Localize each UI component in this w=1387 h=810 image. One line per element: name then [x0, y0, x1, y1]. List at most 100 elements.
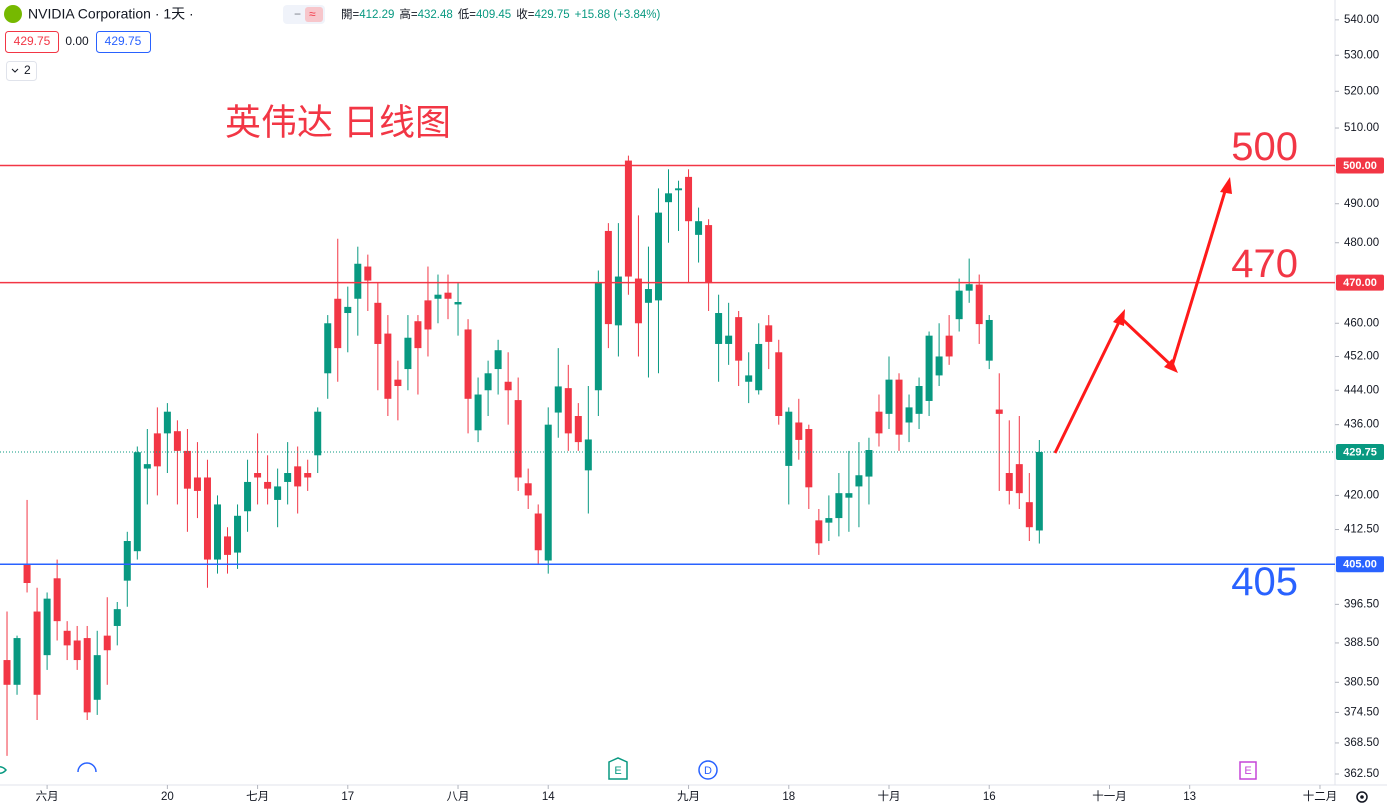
event-marker[interactable] — [77, 762, 97, 773]
ohlc-value: 429.75 — [534, 9, 569, 21]
candle-body — [1005, 473, 1013, 491]
ohlc-label: 開= — [341, 8, 359, 21]
candle-body — [364, 266, 372, 281]
candle-body — [344, 306, 352, 314]
y-tick-label: 520.00 — [1344, 85, 1379, 97]
x-tick-label: 九月 — [677, 790, 700, 803]
candle-body — [634, 278, 642, 324]
spread: 0.00 — [65, 34, 89, 48]
candle-body — [735, 317, 743, 361]
wave-button[interactable] — [305, 7, 323, 22]
ohlc-label: 低= — [458, 8, 476, 21]
x-tick-label: 14 — [542, 791, 555, 803]
candle-body — [514, 400, 522, 478]
indicators-toggle[interactable] — [6, 61, 37, 81]
dividend-marker[interactable] — [698, 760, 718, 780]
candle-body — [835, 493, 843, 519]
y-tick-label: 374.50 — [1344, 706, 1379, 718]
candle-body — [755, 343, 763, 391]
price-tag — [1336, 274, 1384, 291]
candle-body — [945, 335, 953, 357]
price-tag — [1336, 157, 1384, 174]
buy-box[interactable] — [96, 31, 151, 53]
chevron-icon — [11, 68, 19, 73]
candle-body — [234, 515, 242, 553]
y-tick-label: 452.00 — [1344, 351, 1379, 363]
candle-body — [484, 373, 492, 391]
candle-body — [434, 294, 442, 299]
ohlc-value: 409.45 — [476, 9, 511, 21]
candle-body — [865, 450, 873, 477]
y-tick-label: 388.50 — [1344, 637, 1379, 649]
candle-body — [584, 439, 592, 471]
candle-body — [905, 407, 913, 423]
ohlc-label: 高= — [399, 7, 417, 21]
candle-body — [975, 284, 983, 325]
candle-body — [715, 313, 723, 344]
y-tick-label: 540.00 — [1344, 14, 1379, 26]
price-tag-label: 470.00 — [1343, 277, 1377, 289]
level-label: 470 — [1231, 242, 1298, 286]
y-tick-label: 412.50 — [1344, 524, 1379, 536]
candle-body — [193, 477, 201, 491]
candle-body — [93, 655, 101, 700]
price-tag-label: 405.00 — [1343, 559, 1377, 571]
candle-body — [324, 323, 332, 374]
price-tag-label: 500.00 — [1343, 160, 1377, 172]
x-tick-label: 十二月 — [1303, 789, 1338, 803]
candle-body — [745, 375, 753, 382]
y-tick-label: 510.00 — [1344, 122, 1379, 134]
candle-body — [444, 292, 452, 299]
candle-body — [474, 394, 482, 431]
y-tick-label: 490.00 — [1344, 198, 1379, 210]
candle-body — [815, 520, 823, 544]
y-tick-label: 480.00 — [1344, 237, 1379, 249]
x-tick-label: 17 — [341, 791, 354, 803]
x-tick-label: 13 — [1183, 791, 1196, 803]
earnings-marker[interactable] — [1239, 761, 1257, 780]
candle-body — [183, 450, 191, 489]
candle-body — [244, 481, 252, 512]
candle-body — [614, 276, 622, 326]
minus-icon: − — [294, 7, 301, 21]
candle-body — [965, 284, 973, 291]
candle-body — [504, 381, 512, 391]
candle-body — [394, 379, 402, 387]
candle-body — [795, 422, 803, 440]
candle-body — [915, 386, 923, 414]
candle-body — [594, 282, 602, 391]
settings-icon[interactable] — [1356, 791, 1368, 803]
candle-body — [173, 431, 181, 451]
sell-box[interactable] — [5, 31, 59, 53]
candle-body — [3, 660, 11, 685]
candle-body — [654, 212, 662, 301]
candle-body — [83, 638, 91, 713]
candle-body — [765, 325, 773, 342]
candle-body — [354, 263, 362, 299]
candle-body — [534, 513, 542, 551]
price-tag — [1336, 556, 1384, 573]
sell-price: 429.75 — [14, 34, 51, 48]
y-tick-label: 436.00 — [1344, 419, 1379, 431]
event-marker[interactable] — [0, 765, 7, 775]
candle-body — [564, 388, 572, 434]
candle-body — [103, 635, 111, 651]
candle-body — [113, 609, 121, 626]
candle-body — [675, 188, 683, 191]
arrow-head — [1220, 177, 1232, 194]
plot-area — [0, 155, 1335, 756]
candle-body — [33, 611, 41, 695]
symbol-logo — [4, 5, 22, 23]
candle-body — [133, 452, 141, 552]
ohlc-value: 412.29 — [359, 9, 394, 21]
candle-body — [554, 386, 562, 413]
candle-body — [254, 473, 262, 478]
candle-body — [13, 638, 21, 685]
earnings-marker[interactable] — [608, 757, 628, 780]
candle-body — [895, 379, 903, 435]
level-label: 405 — [1231, 560, 1298, 604]
y-tick-label: 530.00 — [1344, 49, 1379, 61]
candle-body — [885, 379, 893, 414]
candle-body — [685, 176, 693, 222]
candle-body — [153, 433, 161, 467]
